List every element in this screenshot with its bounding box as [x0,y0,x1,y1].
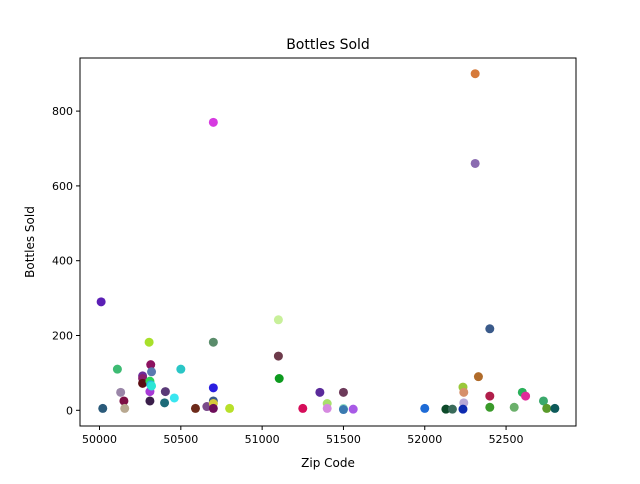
data-point [322,403,332,413]
data-point [208,383,218,393]
data-point [98,403,108,413]
data-point [96,297,106,307]
points-layer [96,69,560,415]
plot-frame [79,57,577,427]
data-point [550,403,560,413]
data-point [145,396,155,406]
data-point [208,337,218,347]
data-point [441,404,451,414]
data-point [273,315,283,325]
data-point [169,393,179,403]
x-tick-label: 52500 [489,433,524,446]
x-tick-label: 51000 [245,433,280,446]
data-point [315,387,325,397]
data-point [459,387,469,397]
data-point [338,387,348,397]
data-point [538,396,548,406]
data-point [470,69,480,79]
data-point [447,404,457,414]
y-tick-label: 0 [66,404,73,417]
data-point [521,391,531,401]
data-point [542,403,552,413]
data-point [225,403,235,413]
data-point [144,337,154,347]
data-point [348,404,358,414]
data-point [160,387,170,397]
x-tick-label: 51500 [326,433,361,446]
data-point [208,117,218,127]
data-point [160,398,170,408]
y-tick-label: 600 [52,180,73,193]
data-point [485,391,495,401]
y-axis-ticks: 0 200 400 600 800 [52,105,80,417]
x-axis-label: Zip Code [301,456,355,470]
data-point [509,402,519,412]
x-axis-ticks: 50000 50500 51000 51500 52000 52500 [82,426,524,446]
y-tick-label: 200 [52,329,73,342]
data-point [147,367,157,377]
data-point [190,403,200,413]
x-tick-label: 50500 [163,433,198,446]
data-point [298,403,308,413]
data-point [138,378,148,388]
data-point [458,404,468,414]
data-point [120,403,130,413]
x-tick-label: 50000 [82,433,117,446]
y-tick-label: 800 [52,105,73,118]
x-tick-label: 52000 [407,433,442,446]
y-tick-label: 400 [52,255,73,268]
data-point [176,364,186,374]
data-point [485,402,495,412]
data-point [146,360,156,370]
data-point [420,403,430,413]
y-axis-label: Bottles Sold [23,206,37,278]
data-point [119,396,129,406]
data-point [116,387,126,397]
chart-title: Bottles Sold [286,37,370,53]
data-point [112,364,122,374]
data-point [338,405,348,415]
data-point [208,403,218,413]
data-point [473,372,483,382]
data-point [470,158,480,168]
data-point [485,324,495,334]
data-point [274,374,284,384]
data-point [273,351,283,361]
data-point [147,381,157,391]
